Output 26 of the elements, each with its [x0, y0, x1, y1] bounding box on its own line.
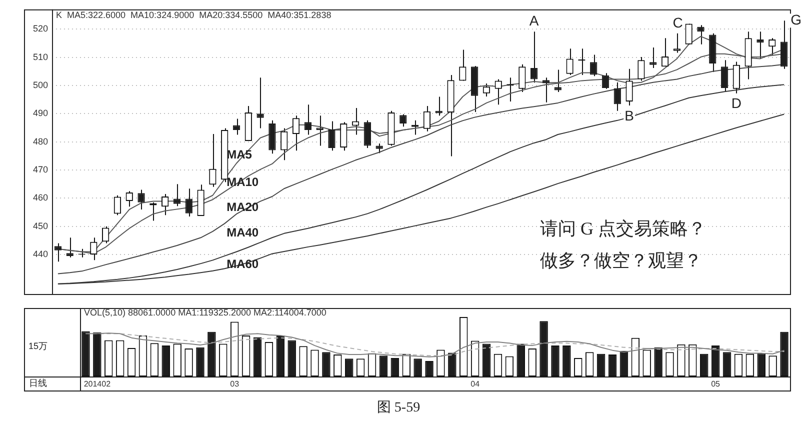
- y-tick-label: 440: [32, 249, 48, 260]
- annotation: D: [731, 95, 742, 112]
- x-tick-label: 03: [230, 380, 240, 389]
- y-tick-label: 480: [32, 136, 48, 146]
- text: 日线: [29, 378, 47, 388]
- y-tick-label: 520: [32, 24, 48, 34]
- chart-title: K MA5:322.6000 MA10:324.9000 MA20:334.5500 MA40:351.2838: [56, 10, 332, 20]
- y-tick-label: 450: [32, 220, 48, 231]
- x-tick-label: 201402: [84, 380, 112, 389]
- series-label: MA40: [226, 226, 259, 240]
- y-tick-label: 470: [32, 164, 48, 174]
- chart-title: VOL(5,10) 88061.0000 MA1:119325.2000 MA2:114004.7000: [84, 307, 326, 318]
- y-tick-label: 500: [32, 80, 48, 90]
- x-tick-label: 05: [711, 380, 721, 389]
- annotation: A: [529, 12, 540, 29]
- x-tick-label: 04: [470, 380, 480, 389]
- y-tick-label: 490: [32, 108, 48, 118]
- text: 15万: [28, 341, 48, 352]
- annotation: C: [672, 14, 683, 31]
- y-tick-label: 460: [32, 192, 48, 203]
- y-tick-label: 510: [32, 52, 48, 62]
- annotation: 做多？做空？观望？: [540, 250, 702, 271]
- annotation: 请问 G 点交易策略？: [540, 218, 706, 239]
- annotation: B: [624, 107, 634, 124]
- text: G: [790, 12, 802, 28]
- caption: 图 5-59: [376, 400, 420, 416]
